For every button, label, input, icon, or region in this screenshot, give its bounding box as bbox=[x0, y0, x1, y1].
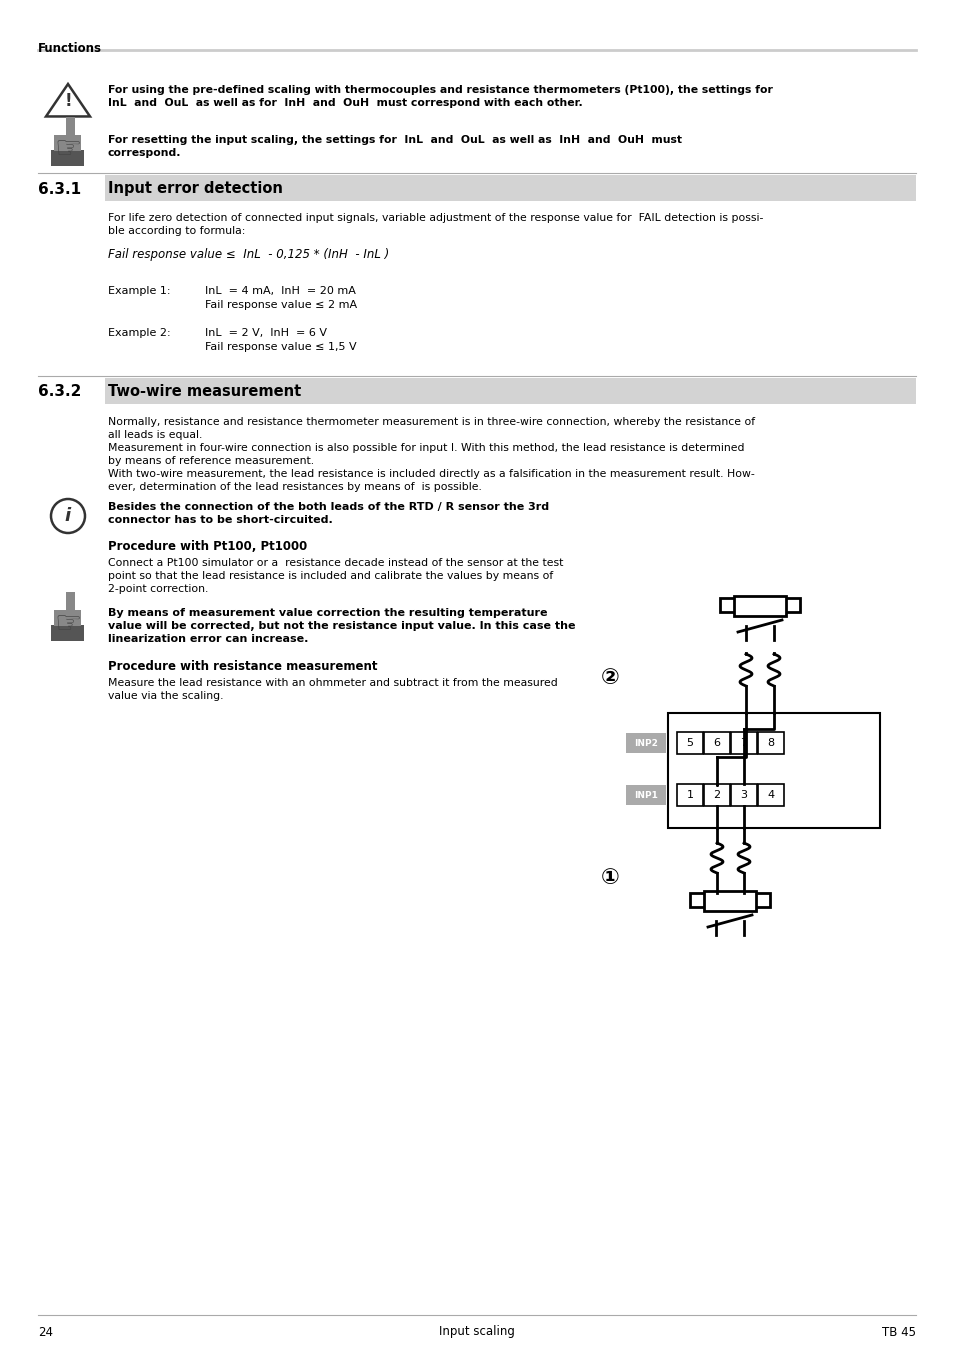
Text: Measure the lead resistance with an ohmmeter and subtract it from the measured: Measure the lead resistance with an ohmm… bbox=[108, 678, 558, 688]
Bar bbox=[677, 732, 702, 755]
Text: 3: 3 bbox=[740, 790, 747, 801]
Text: For using the pre-defined scaling with thermocouples and resistance thermometers: For using the pre-defined scaling with t… bbox=[108, 85, 772, 94]
Text: 2: 2 bbox=[713, 790, 720, 801]
Text: Input error detection: Input error detection bbox=[108, 181, 283, 197]
Text: 24: 24 bbox=[38, 1326, 53, 1338]
Text: 1: 1 bbox=[686, 790, 693, 801]
Bar bbox=[667, 713, 879, 828]
Text: connector has to be short-circuited.: connector has to be short-circuited. bbox=[108, 514, 333, 525]
Text: For life zero detection of connected input signals, variable adjustment of the r: For life zero detection of connected inp… bbox=[108, 213, 762, 223]
Text: !: ! bbox=[64, 92, 71, 111]
Text: Procedure with Pt100, Pt1000: Procedure with Pt100, Pt1000 bbox=[108, 540, 307, 553]
Bar bbox=[66, 591, 74, 609]
Text: INP2: INP2 bbox=[634, 738, 658, 748]
Bar bbox=[625, 733, 665, 753]
Bar bbox=[625, 784, 665, 805]
Text: Normally, resistance and resistance thermometer measurement is in three-wire con: Normally, resistance and resistance ther… bbox=[108, 417, 755, 427]
Text: correspond.: correspond. bbox=[108, 148, 181, 158]
Text: ☞: ☞ bbox=[54, 135, 82, 163]
Text: ble according to formula:: ble according to formula: bbox=[108, 225, 245, 236]
Bar bbox=[758, 784, 783, 806]
Text: With two-wire measurement, the lead resistance is included directly as a falsifi: With two-wire measurement, the lead resi… bbox=[108, 468, 754, 479]
Text: Besides the connection of the both leads of the RTD / R sensor the 3rd: Besides the connection of the both leads… bbox=[108, 502, 549, 512]
Text: InL  and  OuL  as well as for  InH  and  OuH  must correspond with each other.: InL and OuL as well as for InH and OuH m… bbox=[108, 99, 582, 108]
Bar bbox=[720, 598, 800, 612]
Bar bbox=[703, 784, 729, 806]
Text: 7: 7 bbox=[740, 738, 747, 748]
Bar bbox=[730, 732, 757, 755]
Bar bbox=[689, 892, 769, 907]
Bar bbox=[730, 784, 757, 806]
Bar bbox=[54, 609, 81, 626]
Bar bbox=[54, 135, 81, 151]
Bar bbox=[733, 595, 785, 616]
Text: ☞: ☞ bbox=[54, 610, 82, 639]
Bar bbox=[66, 116, 74, 135]
Bar bbox=[105, 176, 915, 201]
Text: 6.3.1: 6.3.1 bbox=[38, 181, 81, 197]
Text: by means of reference measurement.: by means of reference measurement. bbox=[108, 456, 314, 466]
Text: 4: 4 bbox=[766, 790, 774, 801]
Text: point so that the lead resistance is included and calibrate the values by means : point so that the lead resistance is inc… bbox=[108, 571, 553, 580]
Text: Fail response value ≤  InL  - 0,125 * (InH  - InL ): Fail response value ≤ InL - 0,125 * (InH… bbox=[108, 248, 389, 261]
Text: 5: 5 bbox=[686, 738, 693, 748]
Text: Functions: Functions bbox=[38, 42, 102, 55]
Bar bbox=[51, 150, 85, 166]
Text: ①: ① bbox=[600, 868, 618, 888]
Bar bbox=[105, 378, 915, 404]
Text: value will be corrected, but not the resistance input value. In this case the: value will be corrected, but not the res… bbox=[108, 621, 575, 630]
Text: Connect a Pt100 simulator or a  resistance decade instead of the sensor at the t: Connect a Pt100 simulator or a resistanc… bbox=[108, 558, 563, 568]
Text: 2-point correction.: 2-point correction. bbox=[108, 585, 208, 594]
Bar bbox=[758, 732, 783, 755]
Text: By means of measurement value correction the resulting temperature: By means of measurement value correction… bbox=[108, 608, 547, 618]
Bar bbox=[677, 784, 702, 806]
Text: Measurement in four-wire connection is also possible for input I. With this meth: Measurement in four-wire connection is a… bbox=[108, 443, 743, 454]
Text: 8: 8 bbox=[766, 738, 774, 748]
Text: Fail response value ≤ 1,5 V: Fail response value ≤ 1,5 V bbox=[205, 342, 356, 352]
Text: InL  = 4 mA,  InH  = 20 mA: InL = 4 mA, InH = 20 mA bbox=[205, 286, 355, 296]
Text: Example 1:: Example 1: bbox=[108, 286, 171, 296]
Text: i: i bbox=[65, 508, 71, 525]
Text: Input scaling: Input scaling bbox=[438, 1326, 515, 1338]
Text: 6.3.2: 6.3.2 bbox=[38, 385, 81, 400]
Text: linearization error can increase.: linearization error can increase. bbox=[108, 634, 308, 644]
Text: value via the scaling.: value via the scaling. bbox=[108, 691, 223, 701]
Text: TB 45: TB 45 bbox=[882, 1326, 915, 1338]
Text: For resetting the input scaling, the settings for  InL  and  OuL  as well as  In: For resetting the input scaling, the set… bbox=[108, 135, 681, 144]
Bar bbox=[703, 732, 729, 755]
Text: 6: 6 bbox=[713, 738, 720, 748]
Text: all leads is equal.: all leads is equal. bbox=[108, 431, 202, 440]
Text: InL  = 2 V,  InH  = 6 V: InL = 2 V, InH = 6 V bbox=[205, 328, 327, 338]
Text: INP1: INP1 bbox=[634, 791, 658, 799]
Text: ever, determination of the lead resistances by means of  is possible.: ever, determination of the lead resistan… bbox=[108, 482, 481, 491]
Text: Procedure with resistance measurement: Procedure with resistance measurement bbox=[108, 660, 377, 674]
Text: Two-wire measurement: Two-wire measurement bbox=[108, 385, 301, 400]
Bar bbox=[703, 891, 755, 911]
Text: Fail response value ≤ 2 mA: Fail response value ≤ 2 mA bbox=[205, 300, 356, 310]
Bar bbox=[51, 625, 85, 641]
Text: Example 2:: Example 2: bbox=[108, 328, 171, 338]
Text: ②: ② bbox=[600, 668, 618, 688]
